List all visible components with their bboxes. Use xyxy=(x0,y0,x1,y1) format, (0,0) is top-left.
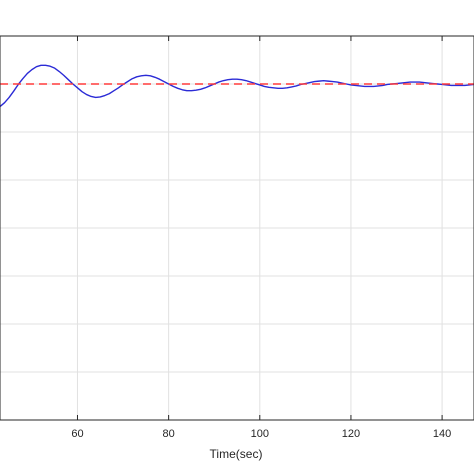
series-layer xyxy=(0,64,474,108)
x-tick-label: 120 xyxy=(342,428,360,440)
x-axis-label: Time(sec) xyxy=(210,447,263,461)
x-tick-label: 140 xyxy=(433,428,451,440)
x-tick-label: 80 xyxy=(163,428,175,440)
x-tick-labels: 60 80 100 120 140 xyxy=(71,428,451,440)
x-tick-marks xyxy=(76,36,443,420)
plot-area-frame xyxy=(0,35,474,421)
x-tick-label: 60 xyxy=(71,428,83,440)
vertical-gridlines xyxy=(76,36,443,420)
x-tick-label: 100 xyxy=(251,428,269,440)
